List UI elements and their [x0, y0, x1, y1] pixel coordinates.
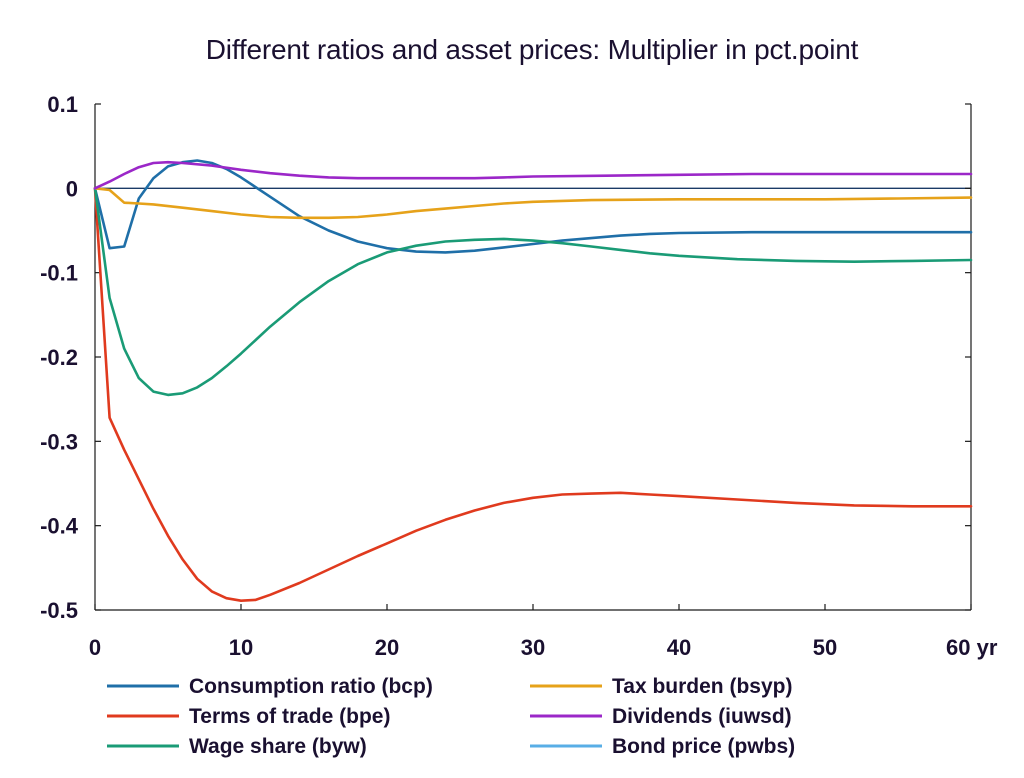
- x-tick-label: 50: [813, 635, 837, 660]
- series-line: [93, 187, 973, 603]
- y-tick-label: -0.2: [40, 345, 78, 370]
- legend-label: Bond price (pwbs): [612, 735, 795, 758]
- legend-label: Dividends (iuwsd): [612, 705, 792, 728]
- y-tick-label: 0.1: [47, 92, 78, 117]
- x-tick-label: 10: [229, 635, 253, 660]
- x-tick-label: 40: [667, 635, 691, 660]
- x-tick-label: 20: [375, 635, 399, 660]
- chart-title: Different ratios and asset prices: Multi…: [205, 34, 859, 65]
- y-tick-label: -0.3: [40, 429, 78, 454]
- x-tick-label: 0: [89, 635, 101, 660]
- legend-item: Wage share (byw): [107, 735, 367, 758]
- series-line: [93, 187, 973, 220]
- y-tick-label: -0.1: [40, 261, 78, 286]
- series-line: [93, 187, 973, 397]
- legend-label: Wage share (byw): [189, 735, 367, 758]
- legend-label: Consumption ratio (bcp): [189, 675, 433, 698]
- x-tick-label: 30: [521, 635, 545, 660]
- series-line: [93, 159, 973, 254]
- legend-item: Tax burden (bsyp): [530, 675, 792, 698]
- y-tick-label: -0.4: [40, 514, 79, 539]
- legend-item: Dividends (iuwsd): [530, 705, 792, 728]
- legend-item: Consumption ratio (bcp): [107, 675, 433, 698]
- axes: [94, 103, 972, 611]
- tick-labels: 0.1 0 -0.1 -0.2 -0.3 -0.4 -0.5 0 10 20 30 40 50 60 yr: [40, 92, 998, 660]
- legend-item: Bond price (pwbs): [530, 735, 795, 758]
- legend-item: Terms of trade (bpe): [107, 705, 390, 728]
- legend-label: Terms of trade (bpe): [189, 705, 390, 728]
- x-tick-label: 60 yr: [946, 635, 998, 660]
- y-tick-label: -0.5: [40, 598, 78, 623]
- series-line: [93, 160, 973, 190]
- legend: Consumption ratio (bcp) Terms of trade (b…: [107, 675, 795, 758]
- series-lines: [93, 159, 973, 603]
- y-tick-label: 0: [66, 176, 78, 201]
- legend-label: Tax burden (bsyp): [612, 675, 792, 698]
